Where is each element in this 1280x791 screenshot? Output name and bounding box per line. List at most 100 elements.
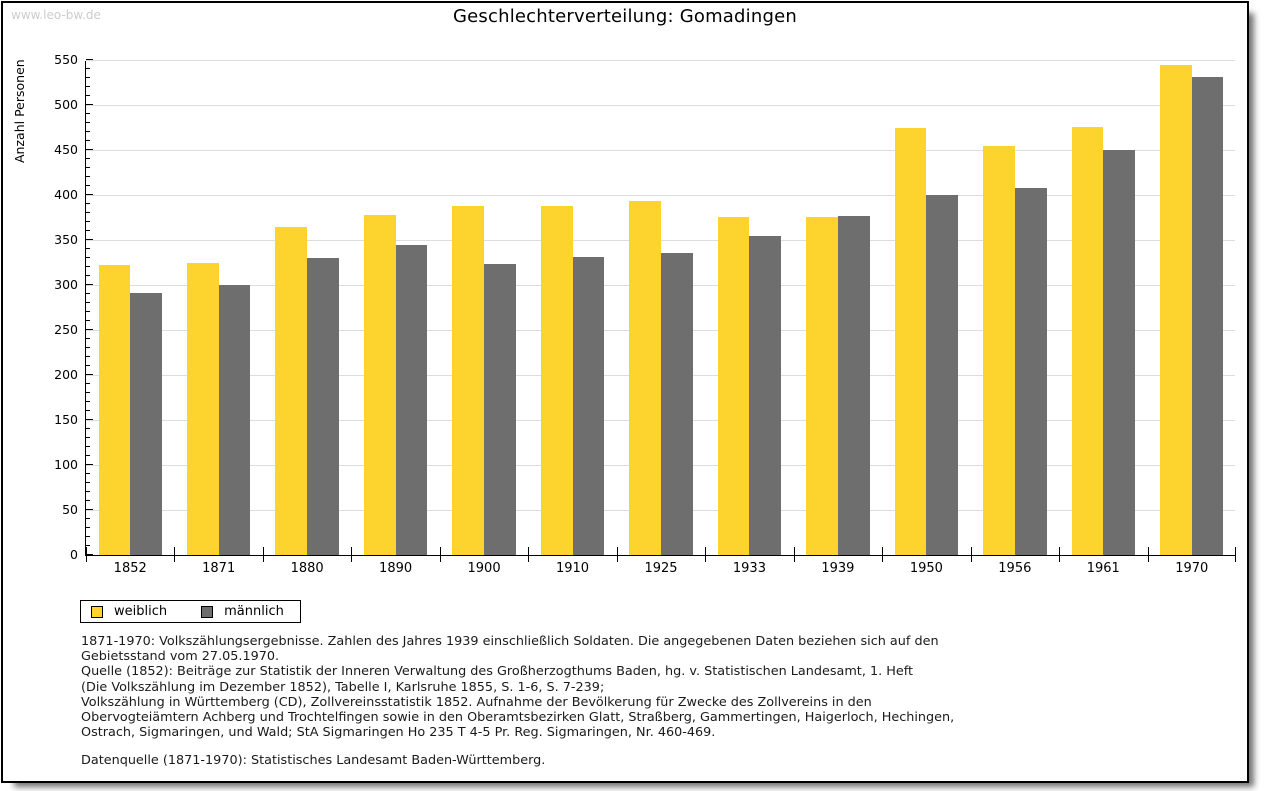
bar-männlich-1900 — [484, 264, 516, 555]
footnote-line-3: Quelle (1852): Beiträge zur Statistik de… — [81, 664, 914, 680]
y-tick-240 — [86, 338, 90, 339]
bar-männlich-1956 — [1014, 187, 1047, 555]
gridline-400 — [86, 195, 1235, 196]
y-tick-70 — [86, 491, 90, 492]
y-tick-140 — [86, 428, 90, 429]
x-tick-label-1961: 1961 — [1086, 561, 1120, 576]
bar-männlich-1890 — [395, 244, 428, 555]
bar-weiblich-1852 — [98, 265, 131, 555]
x-boundary-tick-5 — [528, 547, 530, 562]
y-tick-210 — [86, 365, 90, 366]
y-tick-label-200: 200 — [54, 367, 78, 382]
y-axis-label: Anzahl Personen — [12, 59, 27, 163]
y-tick-30 — [86, 527, 90, 528]
y-tick-530 — [86, 77, 90, 78]
footnote-line-7: Ostrach, Sigmaringen, und Wald; StA Sigm… — [81, 725, 716, 741]
y-tick-label-550: 550 — [54, 52, 78, 67]
footnote-line-6: Obervogteiämtern Achberg und Trochtelfin… — [81, 710, 955, 726]
y-tick-510 — [86, 95, 90, 96]
y-tick-60 — [86, 500, 90, 501]
x-tick-label-1910: 1910 — [555, 561, 590, 576]
y-tick-310 — [86, 275, 90, 276]
x-tick-label-1925: 1925 — [644, 561, 678, 576]
y-tick-290 — [86, 293, 90, 294]
legend-label-weiblich: weiblich — [114, 604, 168, 619]
y-tick-50 — [86, 509, 93, 510]
y-tick-320 — [86, 266, 90, 267]
bar-männlich-1970 — [1191, 77, 1224, 555]
y-tick-280 — [86, 302, 90, 303]
y-tick-label-300: 300 — [54, 277, 78, 292]
y-tick-380 — [86, 212, 90, 213]
legend-label-männlich: männlich — [224, 604, 284, 619]
x-boundary-tick-2 — [262, 547, 264, 562]
bar-weiblich-1900 — [452, 205, 485, 555]
x-boundary-tick-4 — [439, 547, 441, 562]
y-tick-350 — [86, 239, 93, 240]
x-tick-label-1939: 1939 — [821, 561, 855, 576]
x-tick-label-1880: 1880 — [290, 561, 324, 576]
chart-panel: www.leo-bw.de Geschlechterverteilung: Go… — [1, 1, 1249, 783]
chart-legend: weiblich männlich — [80, 600, 301, 623]
y-tick-360 — [86, 230, 90, 231]
legend-item-weiblich: weiblich — [91, 604, 167, 619]
bar-männlich-1933 — [749, 235, 782, 555]
bar-weiblich-1910 — [540, 205, 573, 555]
y-tick-90 — [86, 473, 90, 474]
source-footnotes: 1871-1970: Volkszählungsergebnisse. Zahl… — [81, 634, 1201, 769]
y-tick-410 — [86, 185, 90, 186]
bar-weiblich-1956 — [983, 146, 1015, 555]
y-tick-190 — [86, 383, 90, 384]
y-tick-430 — [86, 167, 90, 168]
y-tick-80 — [86, 482, 90, 483]
y-tick-480 — [86, 122, 90, 123]
y-tick-500 — [86, 104, 93, 105]
bar-weiblich-1871 — [186, 262, 219, 555]
y-tick-330 — [86, 257, 90, 258]
x-tick-label-1871: 1871 — [202, 561, 236, 576]
y-tick-150 — [86, 419, 93, 420]
y-tick-label-100: 100 — [54, 457, 78, 472]
bar-weiblich-1933 — [717, 216, 750, 555]
bar-männlich-1950 — [926, 195, 959, 555]
x-boundary-tick-11 — [1059, 547, 1061, 562]
y-tick-300 — [86, 284, 93, 285]
y-tick-340 — [86, 248, 90, 249]
x-boundary-tick-12 — [1147, 547, 1149, 562]
y-tick-440 — [86, 158, 90, 159]
gridline-450 — [86, 150, 1235, 151]
y-tick-460 — [86, 140, 90, 141]
y-tick-230 — [86, 347, 90, 348]
footnote-line-4: (Die Volkszählung im Dezember 1852), Tab… — [81, 679, 605, 695]
y-tick-label-0: 0 — [70, 547, 78, 562]
y-tick-160 — [86, 410, 90, 411]
y-tick-420 — [86, 176, 90, 177]
y-tick-label-350: 350 — [54, 232, 78, 247]
x-tick-label-1956: 1956 — [998, 561, 1032, 576]
y-tick-370 — [86, 221, 90, 222]
y-tick-450 — [86, 149, 93, 150]
y-tick-130 — [86, 437, 90, 438]
bar-weiblich-1880 — [275, 227, 308, 555]
y-tick-200 — [86, 374, 93, 375]
x-tick-label-1890: 1890 — [379, 561, 413, 576]
y-tick-400 — [86, 194, 93, 195]
bar-weiblich-1890 — [363, 214, 396, 555]
y-tick-10 — [86, 545, 90, 546]
bar-männlich-1871 — [218, 285, 251, 555]
bar-chart-plot-area: 0 50 100 150 200 250 300 350 400 450 500 550 1852 187… — [54, 52, 1236, 576]
y-tick-390 — [86, 203, 90, 204]
x-tick-label-1933: 1933 — [732, 561, 766, 576]
bar-männlich-1961 — [1103, 150, 1135, 555]
y-tick-540 — [86, 68, 90, 69]
watermark-leo-bw: www.leo-bw.de — [11, 8, 101, 22]
legend-item-männlich: männlich — [201, 604, 284, 619]
x-tick-label-1950: 1950 — [909, 561, 943, 576]
y-tick-170 — [86, 401, 90, 402]
x-boundary-tick-3 — [351, 547, 353, 562]
x-boundary-tick-0 — [86, 547, 87, 562]
y-tick-label-400: 400 — [54, 187, 78, 202]
x-boundary-tick-1 — [174, 547, 176, 562]
gridline-500 — [86, 105, 1235, 106]
x-boundary-tick-10 — [970, 547, 972, 562]
